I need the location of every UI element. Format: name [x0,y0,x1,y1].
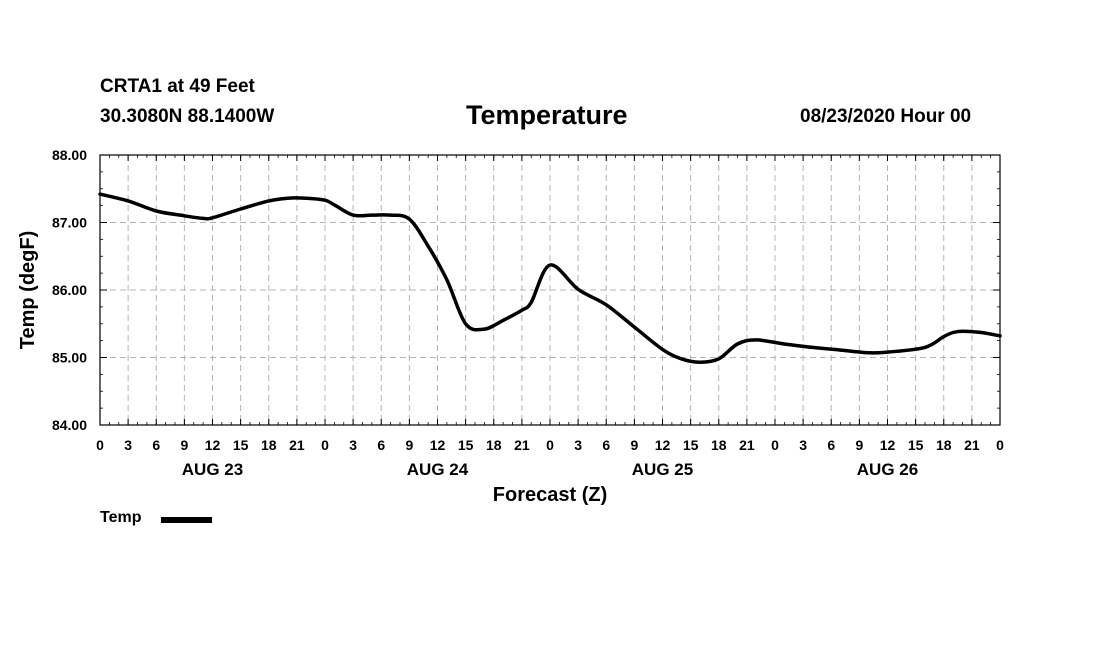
day-label: AUG 23 [182,460,243,479]
x-tick-label: 15 [683,437,699,453]
day-label: AUG 24 [407,460,469,479]
x-tick-label: 12 [655,437,671,453]
x-tick-label: 12 [430,437,446,453]
x-tick-label: 9 [855,437,863,453]
x-tick-label: 6 [377,437,385,453]
series-line-temp [98,192,1002,364]
x-tick-label: 0 [96,437,104,453]
x-tick-label: 18 [711,437,727,453]
x-tick-label: 9 [405,437,413,453]
x-tick-label: 3 [574,437,582,453]
x-tick-label: 21 [514,437,530,453]
x-tick-label: 3 [799,437,807,453]
day-label: AUG 26 [857,460,918,479]
x-tick-label: 0 [996,437,1004,453]
x-tick-label: 3 [124,437,132,453]
x-tick-label: 21 [289,437,305,453]
x-tick-label: 6 [152,437,160,453]
y-tick-label: 88.00 [52,147,87,163]
x-tick-label: 18 [936,437,952,453]
x-tick-label: 12 [205,437,221,453]
x-tick-label: 15 [458,437,474,453]
y-tick-label: 84.00 [52,417,87,433]
x-tick-label: 9 [630,437,638,453]
x-axis-title: Forecast (Z) [493,484,607,506]
series-layer [98,192,1002,364]
x-tick-label: 3 [349,437,357,453]
day-label: AUG 25 [632,460,693,479]
chart-title: Temperature [466,100,628,130]
station-coordinates: 30.3080N 88.1400W [100,106,275,127]
x-tick-label: 15 [908,437,924,453]
y-tick-label: 85.00 [52,350,87,366]
axis-labels: 0 3 6 9 12 15 18 21 0 3 6 9 12 15 18 21 0 3 6 9 12 15 18 21 0 3 6 9… [52,147,1004,479]
legend-label: Temp [100,509,142,526]
legend-swatch-temp [161,517,212,523]
x-tick-label: 12 [880,437,896,453]
axis-ticks [99,154,1001,426]
forecast-datetime: 08/23/2020 Hour 00 [800,106,972,127]
y-axis-title: Temp (degF) [17,231,39,350]
x-tick-label: 18 [261,437,277,453]
x-tick-label: 0 [771,437,779,453]
x-tick-label: 15 [233,437,249,453]
y-tick-label: 87.00 [52,215,87,231]
x-tick-label: 18 [486,437,502,453]
y-tick-label: 86.00 [52,282,87,298]
grid-lines [100,155,1000,425]
x-tick-label: 0 [321,437,329,453]
station-name: CRTA1 at 49 Feet [100,76,255,97]
x-tick-label: 6 [827,437,835,453]
x-tick-label: 9 [180,437,188,453]
x-tick-label: 21 [739,437,755,453]
x-tick-label: 6 [602,437,610,453]
x-tick-label: 21 [964,437,980,453]
x-tick-label: 0 [546,437,554,453]
